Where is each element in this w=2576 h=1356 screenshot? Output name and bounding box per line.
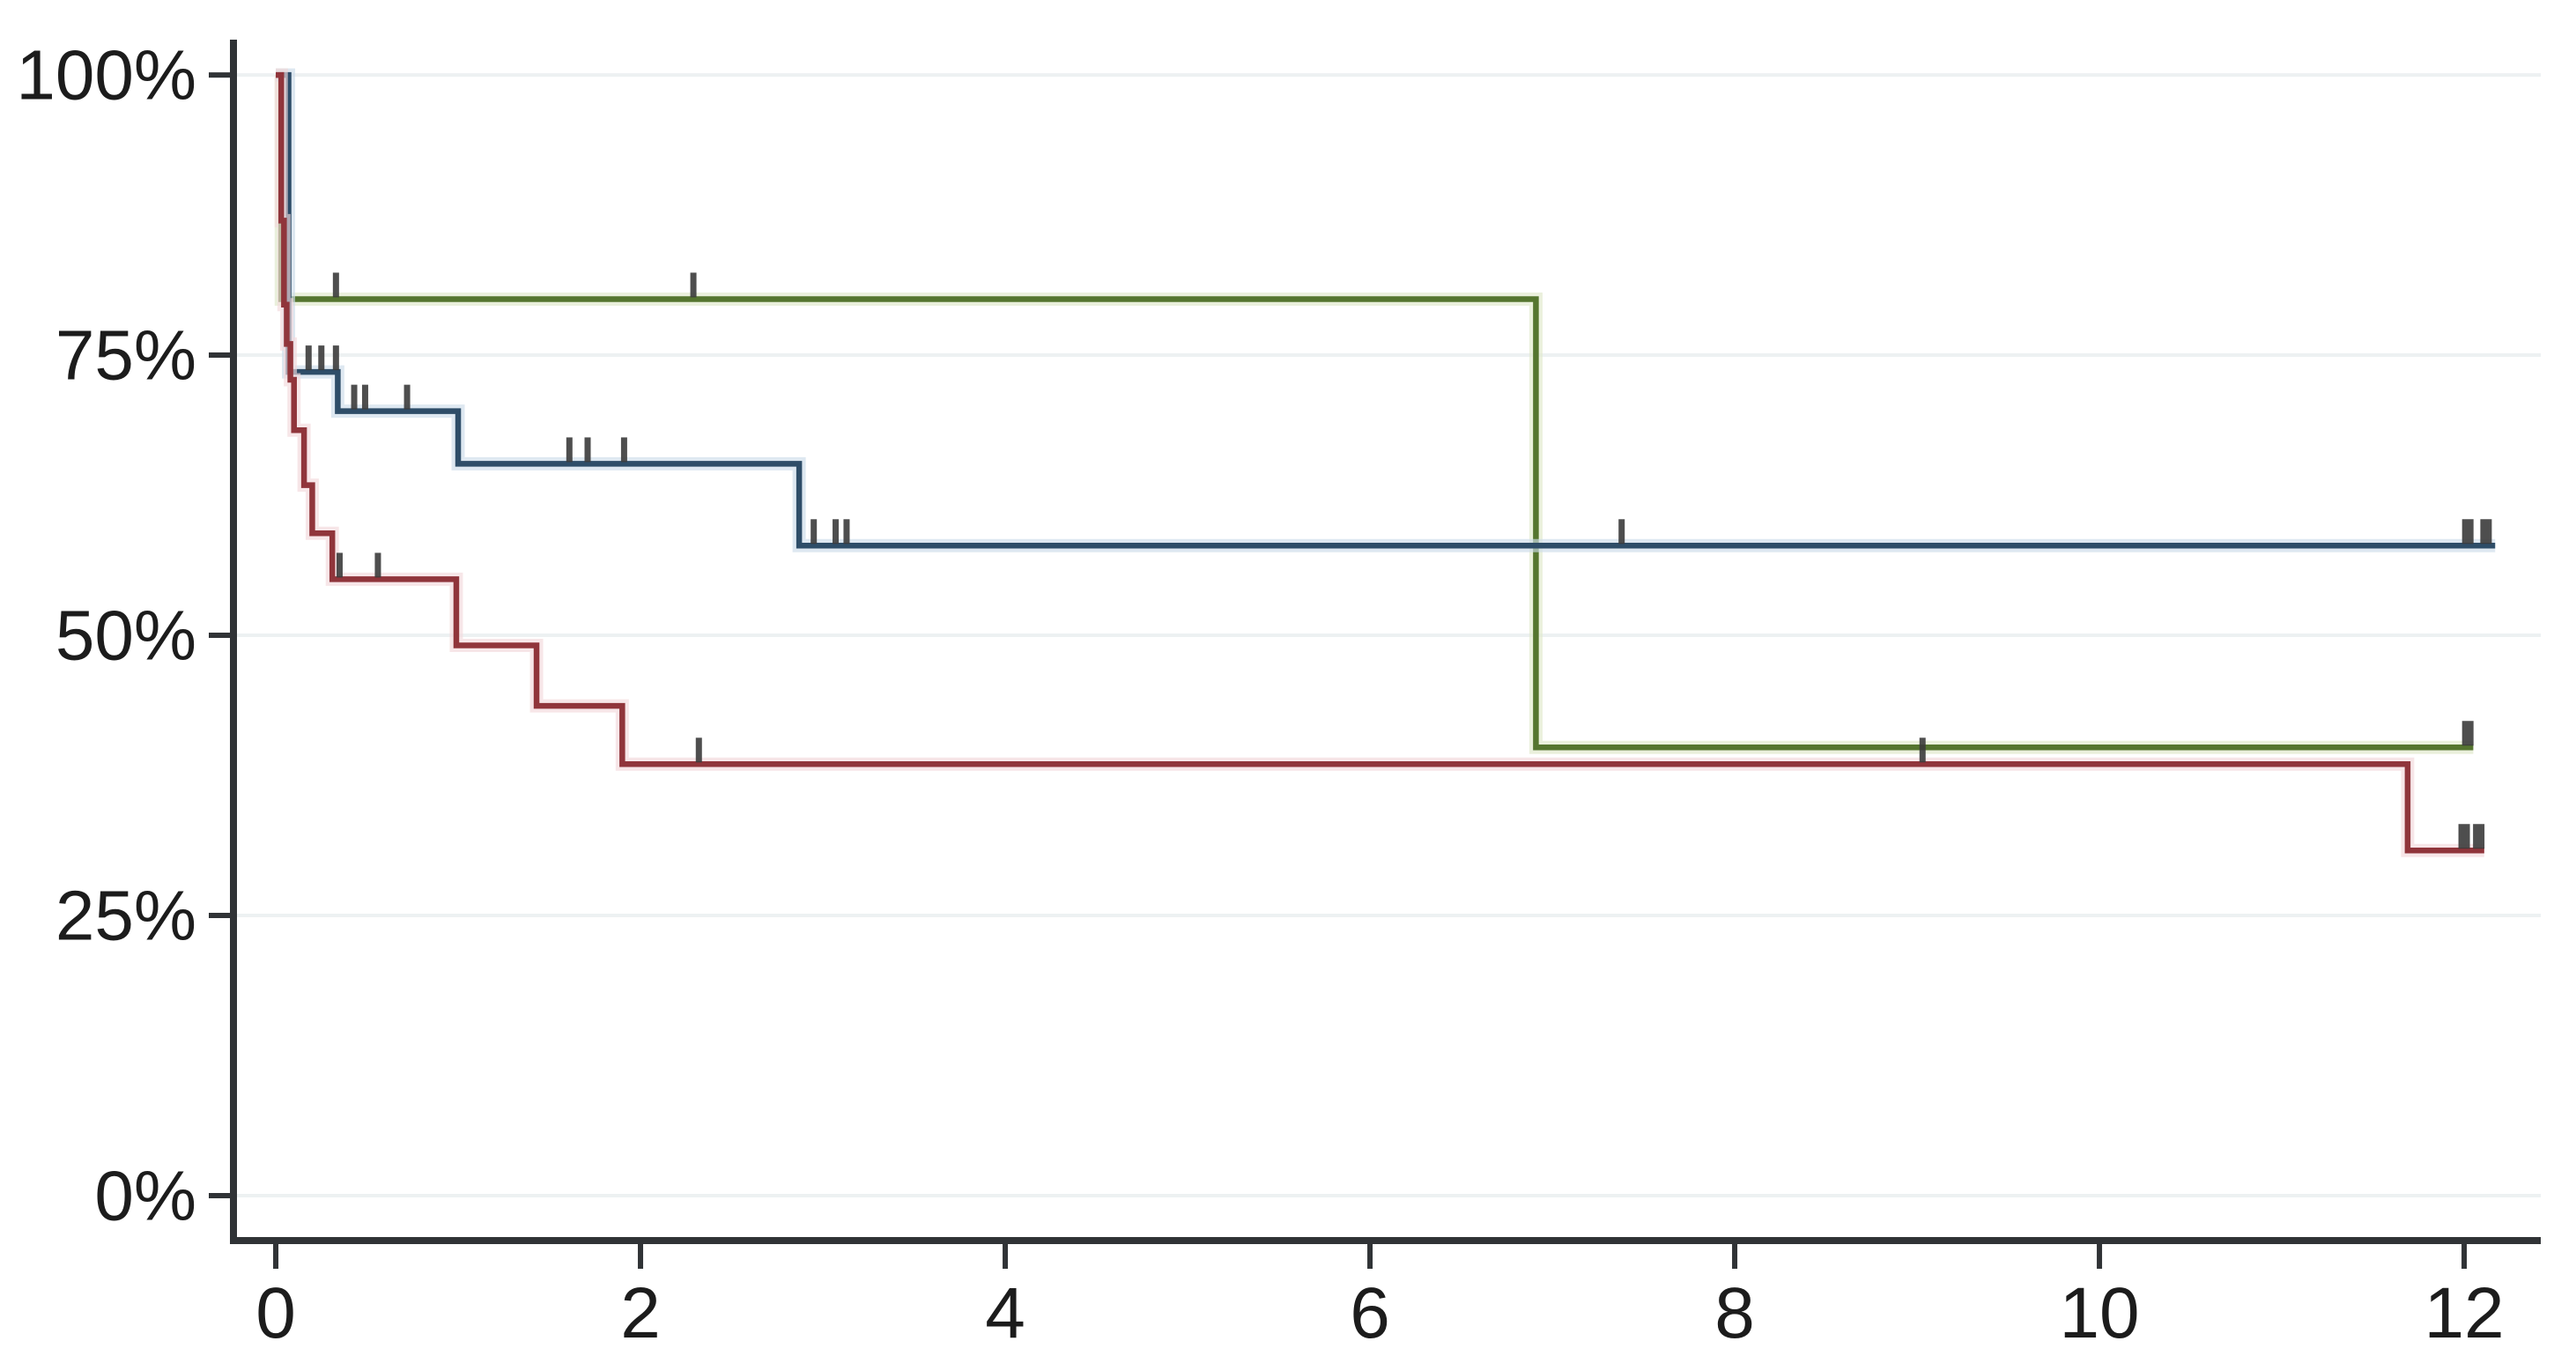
x-tick-label: 2 <box>620 1273 661 1353</box>
km-curve-halo-group-green <box>274 68 2474 754</box>
x-tick-label: 4 <box>985 1273 1025 1353</box>
km-curve-halo-group-blue <box>276 68 2496 552</box>
x-tick-label: 0 <box>255 1273 296 1353</box>
y-tick-label: 50% <box>56 596 196 675</box>
x-tick-label: 10 <box>2059 1273 2139 1353</box>
km-curve-group-blue <box>276 71 2496 549</box>
x-tick-label: 8 <box>1714 1273 1755 1353</box>
x-tick-label: 12 <box>2424 1273 2504 1353</box>
y-tick-label: 0% <box>94 1156 196 1234</box>
x-tick-label: 6 <box>1350 1273 1390 1353</box>
km-curve-group-red <box>276 71 2484 854</box>
y-tick-label: 100% <box>16 36 196 115</box>
y-tick-label: 75% <box>56 316 196 395</box>
km-curve-group-green <box>276 71 2474 751</box>
y-tick-label: 25% <box>56 877 196 955</box>
